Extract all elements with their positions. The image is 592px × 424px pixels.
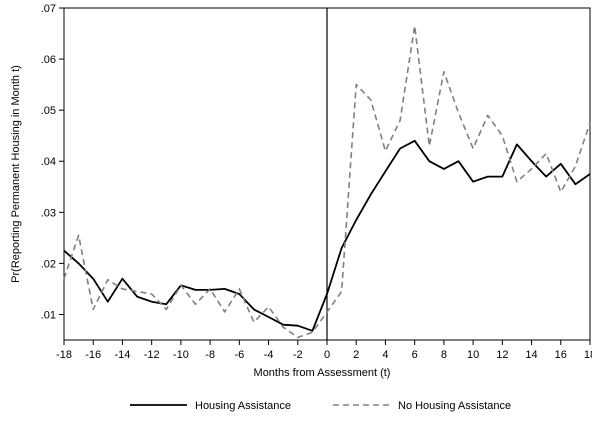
y-tick-label: .05 (41, 105, 56, 117)
x-tick-label: 6 (412, 349, 418, 361)
y-axis: .01 .02 .03 .04 .05 .06 .07 (41, 3, 64, 321)
x-tick-label: 2 (353, 349, 359, 361)
series-line-housing-assistance (63, 139, 591, 332)
y-tick-label: .02 (41, 258, 56, 270)
x-tick-label: 18 (584, 349, 592, 361)
x-axis-label: Months from Assessment (t) (254, 367, 391, 379)
x-tick-label: 12 (496, 349, 508, 361)
x-tick-label: 14 (525, 349, 537, 361)
y-tick-label: .03 (41, 207, 56, 219)
x-tick-label: -12 (144, 349, 160, 361)
x-tick-label: 10 (467, 349, 479, 361)
series-layer (63, 25, 591, 339)
x-tick-label: -6 (234, 349, 244, 361)
x-axis: -18 -16 -14 -12 -10 -8 -6 -4 -2 0 2 4 6 8 10 12 14 16 18 (56, 340, 592, 361)
x-tick-label: 0 (324, 349, 330, 361)
legend-label: No Housing Assistance (398, 400, 511, 412)
y-tick-label: .06 (41, 54, 56, 66)
x-tick-label: -18 (56, 349, 72, 361)
y-tick-label: .04 (41, 156, 56, 168)
y-tick-label: .01 (41, 309, 56, 321)
series-line-no-housing-assistance (63, 25, 591, 339)
x-tick-label: -2 (293, 349, 303, 361)
x-tick-label: -8 (205, 349, 215, 361)
x-tick-label: -4 (264, 349, 274, 361)
x-tick-label: 16 (555, 349, 567, 361)
legend: Housing Assistance No Housing Assistance (130, 400, 511, 412)
legend-label: Housing Assistance (195, 400, 291, 412)
x-tick-label: 4 (382, 349, 388, 361)
x-tick-label: 8 (441, 349, 447, 361)
y-axis-label: Pr(Reporting Permanent Housing in Month … (10, 65, 22, 283)
x-tick-label: -16 (85, 349, 101, 361)
y-tick-label: .07 (41, 3, 56, 15)
x-tick-label: -10 (173, 349, 189, 361)
x-tick-label: -14 (114, 349, 130, 361)
